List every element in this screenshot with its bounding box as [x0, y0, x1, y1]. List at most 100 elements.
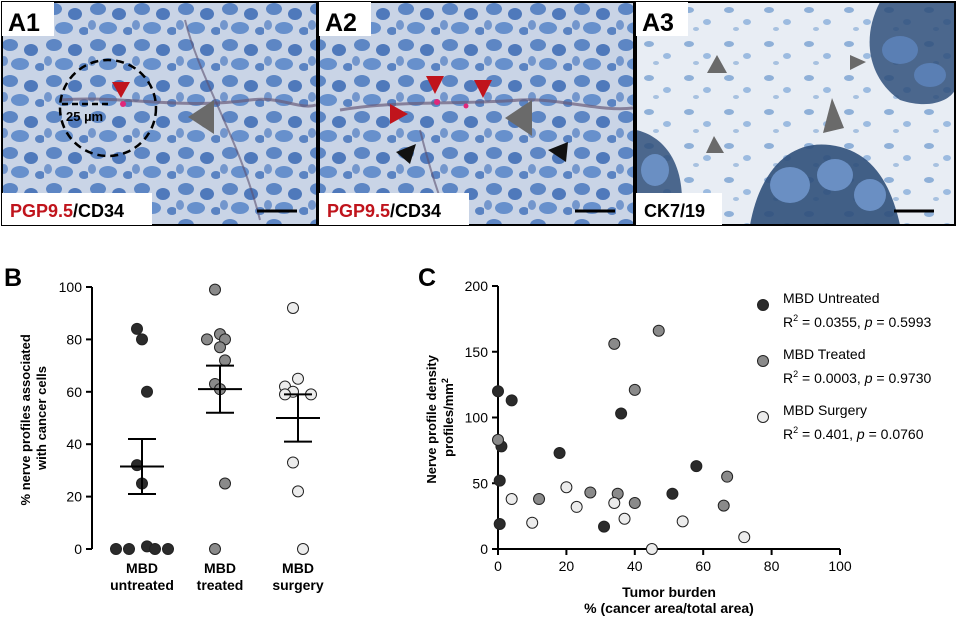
b-y-tick-label: 100	[59, 279, 83, 295]
panel-letter-a3: A3	[642, 9, 674, 37]
c-x-tick-label: 40	[627, 558, 643, 574]
c-point	[570, 500, 583, 513]
grey-arrowhead	[707, 55, 727, 73]
b-y-tick-label: 0	[74, 541, 82, 557]
c-point	[666, 487, 679, 500]
stain-label-a2: PGP9.5/CD34	[327, 201, 441, 221]
c-point	[533, 493, 546, 506]
c-point	[553, 447, 566, 460]
vessel-a1-2	[184, 19, 261, 221]
b-point	[287, 456, 299, 469]
c-point	[618, 512, 631, 525]
red-arrowhead	[390, 104, 408, 124]
pgp-spot	[120, 101, 126, 107]
c-xlabel-line2: % (cancer area/total area)	[584, 600, 754, 616]
b-point	[136, 333, 148, 346]
c-point	[608, 337, 621, 350]
panel-frame-a2	[318, 1, 635, 226]
black-arrowhead	[548, 142, 568, 162]
red-arrowhead	[112, 82, 130, 98]
gland-cell	[817, 159, 853, 191]
c-legend-stats: R2 = 0.401, p = 0.0760	[783, 425, 924, 442]
c-x-tick-label: 80	[764, 558, 780, 574]
panel-letter-a1: A1	[8, 9, 40, 37]
vessel-a1	[59, 97, 317, 108]
c-y-tick-label: 100	[465, 410, 489, 426]
c-legend-marker	[757, 411, 769, 423]
c-legend-label: MBD Untreated	[783, 290, 879, 306]
b-ylabel: % nerve profiles associated with cancer …	[18, 331, 49, 506]
b-category-label: MBD	[282, 560, 314, 576]
b-point	[201, 333, 213, 346]
c-xlabel-line1: Tumor burden	[622, 584, 716, 600]
c-point	[608, 496, 621, 509]
gland-cell	[641, 154, 669, 186]
chart-b: B % nerve profiles associated with cance…	[4, 264, 324, 593]
grey-arrowhead	[188, 100, 214, 134]
stain-box-a2	[319, 193, 469, 225]
c-x-tick-label: 20	[559, 558, 575, 574]
panel-a2: A2 PGP9.5/CD34	[318, 1, 635, 226]
b-ylabel-line2: with cancer cells	[34, 366, 49, 471]
stain-box-a1	[2, 193, 152, 225]
c-ylabel: Nerve profile density profiles/mm2	[424, 351, 456, 483]
c-legend-label: MBD Surgery	[783, 402, 867, 418]
stain-rest-a2: /CD34	[390, 201, 441, 221]
b-category-label: MBD	[204, 560, 236, 576]
c-x-tick-label: 60	[695, 558, 711, 574]
micrograph-a1	[2, 2, 317, 225]
c-point	[652, 324, 665, 337]
panel-letter-b: B	[4, 264, 22, 292]
c-point	[738, 531, 751, 544]
c-x-tick-label: 0	[494, 558, 502, 574]
c-point	[717, 499, 730, 512]
stain-box-a3	[636, 193, 722, 225]
panel-a1: 25 µm A1 PGP9.5/CD34	[1, 1, 318, 226]
c-y-tick-label: 50	[472, 475, 488, 491]
b-y-tick-label: 20	[66, 489, 82, 505]
c-ylabel-unit: profiles/mm	[441, 383, 456, 457]
grey-arrowhead	[505, 100, 532, 136]
b-point	[297, 543, 309, 555]
c-point	[560, 481, 573, 494]
c-y-tick-label: 200	[465, 278, 489, 294]
c-point	[493, 518, 506, 531]
panel-letter-a2: A2	[325, 9, 357, 37]
panel-a3: A3 CK7/19	[635, 1, 956, 226]
c-point	[676, 515, 689, 528]
b-point	[162, 543, 174, 555]
b-ylabel-line1: % nerve profiles associated	[18, 334, 33, 505]
c-point	[598, 520, 611, 533]
b-point	[292, 372, 304, 385]
c-x-tick-label: 100	[828, 558, 852, 574]
b-point	[209, 543, 221, 555]
gland-cell	[882, 36, 918, 64]
panel-frame-a1	[1, 1, 318, 226]
c-legend-label: MBD Treated	[783, 346, 865, 362]
b-y-tick-label: 40	[66, 436, 82, 452]
grey-arrowhead	[706, 136, 724, 153]
b-point	[219, 354, 231, 367]
gland-cell	[914, 63, 946, 87]
b-y-tick-label: 60	[66, 384, 82, 400]
c-point	[584, 486, 597, 499]
radius-circle	[58, 58, 158, 158]
chart-c: C Nerve profile density profiles/mm2 Tum…	[418, 264, 931, 616]
stain-red-a2: PGP9.5	[327, 201, 390, 221]
b-category-label: treated	[197, 577, 244, 593]
c-point	[645, 543, 658, 555]
b-point	[292, 485, 304, 498]
c-point	[505, 394, 518, 407]
c-point	[628, 496, 641, 509]
b-point	[110, 543, 122, 555]
c-legend-stats: R2 = 0.0355, p = 0.5993	[783, 313, 931, 330]
micrograph-a2	[319, 2, 634, 225]
label-box-a3	[636, 2, 688, 36]
c-point	[492, 385, 504, 398]
gland-cell	[854, 179, 886, 211]
c-y-tick-label: 0	[480, 541, 488, 557]
stain-label-a1: PGP9.5/CD34	[10, 201, 124, 221]
vessel-a2	[339, 98, 634, 112]
b-point	[219, 477, 231, 490]
